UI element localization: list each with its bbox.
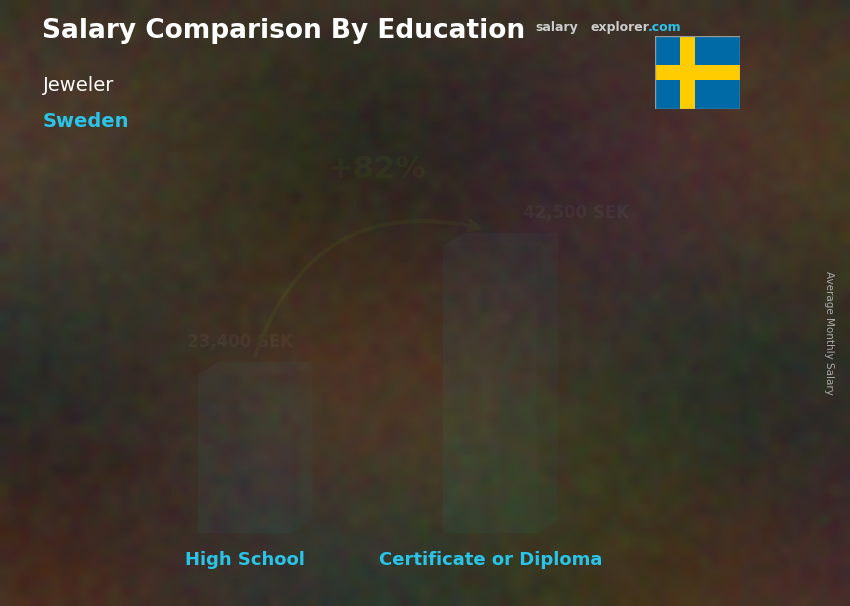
Polygon shape [292, 362, 313, 533]
Text: salary: salary [536, 21, 578, 34]
Text: Certificate or Diploma: Certificate or Diploma [379, 551, 602, 570]
Text: 23,400 SEK: 23,400 SEK [187, 333, 293, 351]
Text: Salary Comparison By Education: Salary Comparison By Education [42, 18, 525, 44]
Text: High School: High School [184, 551, 305, 570]
Text: explorer: explorer [591, 21, 649, 34]
Text: .com: .com [648, 21, 682, 34]
Text: Sweden: Sweden [42, 112, 129, 131]
Polygon shape [444, 233, 558, 246]
Text: Average Monthly Salary: Average Monthly Salary [824, 271, 834, 395]
Polygon shape [198, 375, 292, 533]
Text: +82%: +82% [328, 155, 427, 184]
Polygon shape [654, 65, 740, 80]
Polygon shape [444, 246, 537, 533]
FancyBboxPatch shape [654, 36, 740, 109]
Text: 42,500 SEK: 42,500 SEK [524, 204, 630, 222]
Polygon shape [680, 36, 695, 109]
Polygon shape [537, 233, 558, 533]
Polygon shape [198, 362, 313, 375]
Text: Jeweler: Jeweler [42, 76, 114, 95]
